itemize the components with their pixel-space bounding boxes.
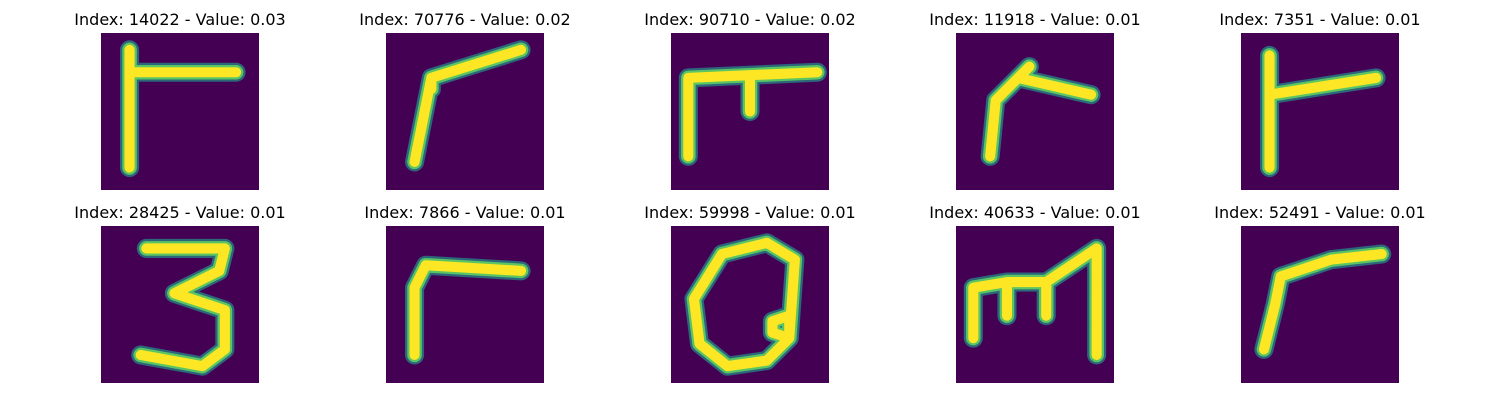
panel-title: Index: 40633 - Value: 0.01 <box>929 203 1141 222</box>
panel-title: Index: 70776 - Value: 0.02 <box>359 10 571 29</box>
panel-1: Index: 14022 - Value: 0.03 <box>40 10 320 190</box>
panel-5: Index: 7351 - Value: 0.01 <box>1180 10 1460 190</box>
digit-image <box>1241 33 1399 190</box>
panel-4: Index: 11918 - Value: 0.01 <box>895 10 1175 190</box>
digit-image <box>101 33 259 190</box>
panel-title: Index: 7866 - Value: 0.01 <box>364 203 566 222</box>
digit-image <box>956 33 1114 190</box>
panel-title: Index: 14022 - Value: 0.03 <box>74 10 286 29</box>
panel-title: Index: 59998 - Value: 0.01 <box>644 203 856 222</box>
panel-title: Index: 90710 - Value: 0.02 <box>644 10 856 29</box>
panel-6: Index: 28425 - Value: 0.01 <box>40 203 320 383</box>
panel-title: Index: 7351 - Value: 0.01 <box>1219 10 1421 29</box>
digit-image <box>386 33 544 190</box>
digit-image <box>1241 226 1399 383</box>
panel-9: Index: 40633 - Value: 0.01 <box>895 203 1175 383</box>
panel-10: Index: 52491 - Value: 0.01 <box>1180 203 1460 383</box>
panel-title: Index: 28425 - Value: 0.01 <box>74 203 286 222</box>
digit-image <box>956 226 1114 383</box>
digit-image <box>671 226 829 383</box>
digit-image <box>671 33 829 190</box>
digit-image <box>386 226 544 383</box>
digit-image <box>101 226 259 383</box>
panel-2: Index: 70776 - Value: 0.02 <box>325 10 605 190</box>
panel-7: Index: 7866 - Value: 0.01 <box>325 203 605 383</box>
panel-3: Index: 90710 - Value: 0.02 <box>610 10 890 190</box>
panel-title: Index: 52491 - Value: 0.01 <box>1214 203 1426 222</box>
panel-title: Index: 11918 - Value: 0.01 <box>929 10 1141 29</box>
panel-8: Index: 59998 - Value: 0.01 <box>610 203 890 383</box>
